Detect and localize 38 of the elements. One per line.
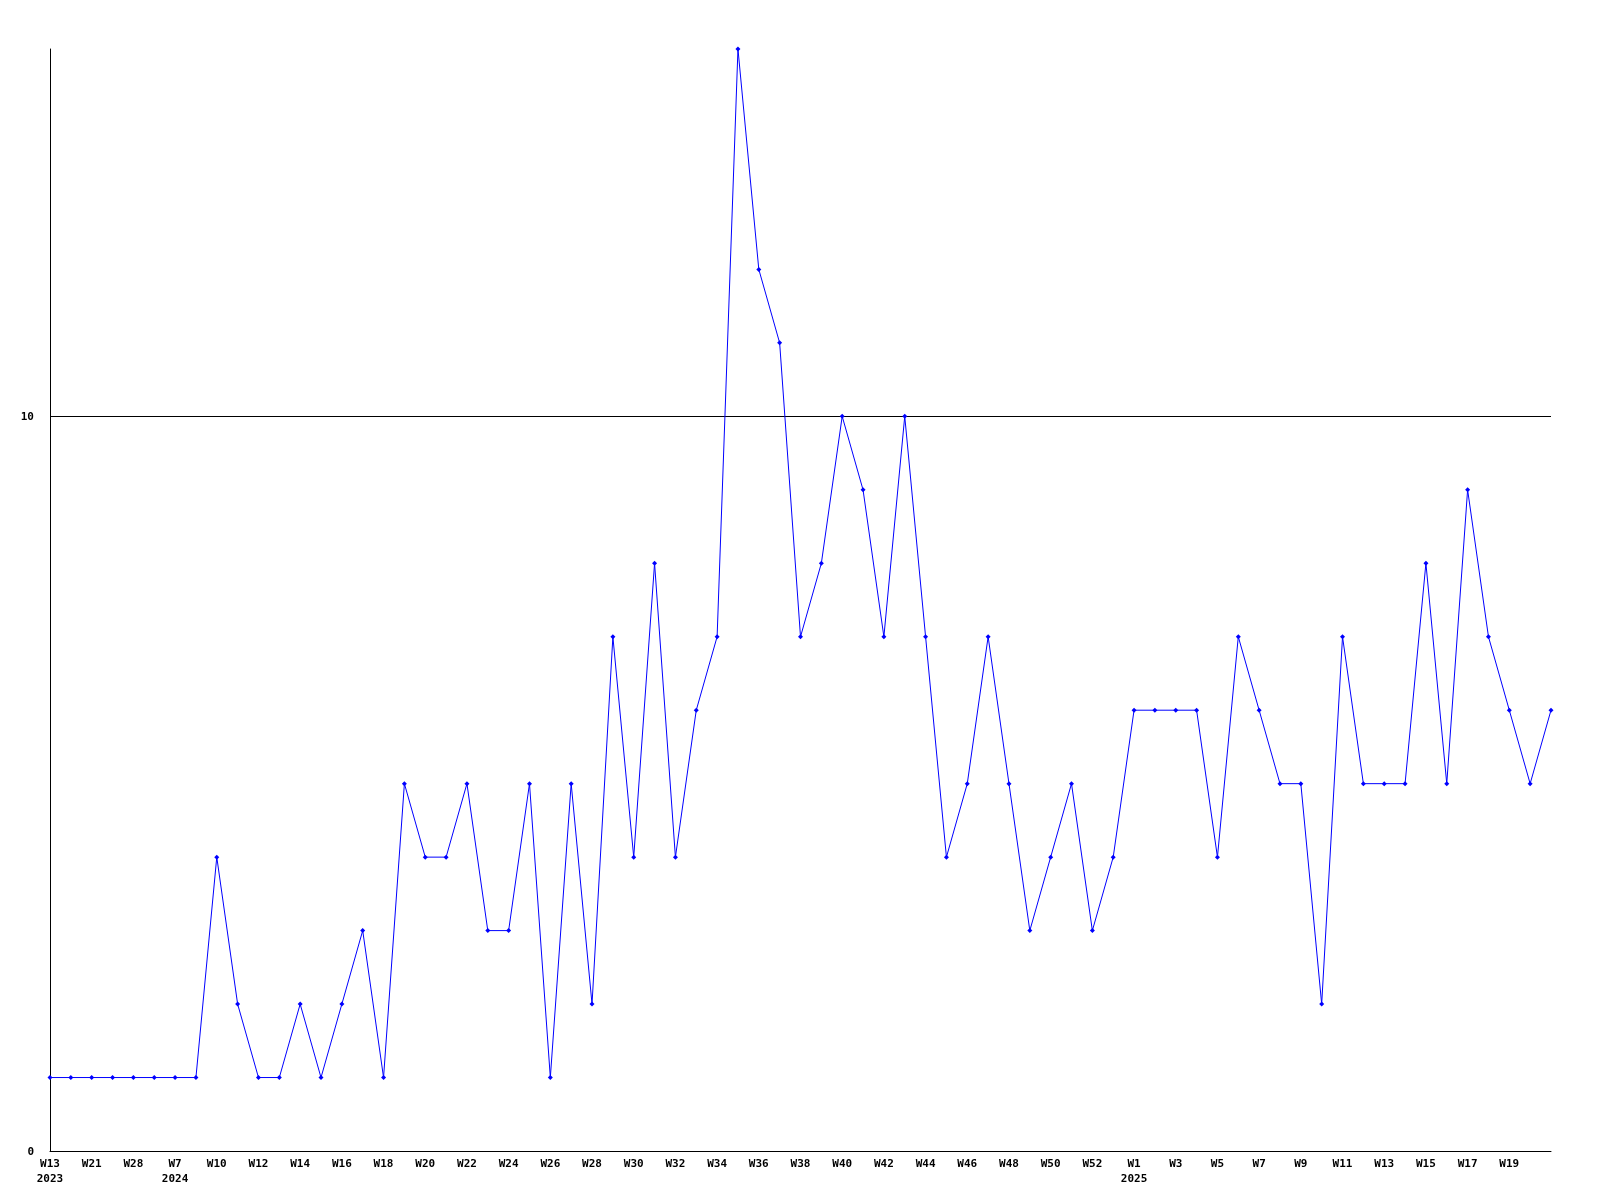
- x-tick-label: W46: [957, 1157, 978, 1170]
- x-tick-label: W13 2023: [36, 1157, 64, 1185]
- x-tick-label: W7: [1252, 1157, 1266, 1170]
- x-tick-label: W40: [832, 1157, 853, 1170]
- x-tick-label: W24: [498, 1157, 519, 1170]
- x-tick-label: W11: [1332, 1157, 1353, 1170]
- x-tick-label: W34: [707, 1157, 728, 1170]
- x-tick-label: W32: [665, 1157, 686, 1170]
- x-tick-label: W16: [331, 1157, 353, 1170]
- x-tick-label: W44: [915, 1157, 936, 1170]
- x-tick-label: W48: [999, 1157, 1019, 1170]
- x-tick-label: W12: [248, 1157, 269, 1170]
- x-tick-label: W52: [1082, 1157, 1103, 1170]
- x-tick-label: W14: [290, 1157, 311, 1170]
- x-tick-label: W18: [373, 1157, 394, 1170]
- x-tick-label: W22: [457, 1157, 477, 1170]
- x-tick-label: W20: [415, 1157, 436, 1170]
- x-tick-label: W10: [206, 1157, 227, 1170]
- y-tick-label: 10: [20, 409, 34, 423]
- x-tick-label: W13: [1374, 1157, 1395, 1170]
- x-tick-label: W1 2025: [1120, 1157, 1148, 1185]
- x-tick-label: W15: [1415, 1157, 1436, 1170]
- x-tick-label: W50: [1040, 1157, 1061, 1170]
- x-tick-label: W28: [582, 1157, 602, 1170]
- y-tick-label: 0: [27, 1144, 34, 1158]
- x-tick-label: W36: [748, 1157, 770, 1170]
- x-tick-label: W3: [1169, 1157, 1183, 1170]
- x-tick-label: W28: [123, 1157, 144, 1170]
- x-tick-label: W38: [790, 1157, 811, 1170]
- x-tick-label: W19: [1499, 1157, 1520, 1170]
- x-tick-label: W9: [1294, 1157, 1308, 1170]
- x-tick-label: W26: [540, 1157, 561, 1170]
- x-tick-label: W5: [1210, 1157, 1225, 1170]
- x-tick-label: W7 2024: [161, 1157, 189, 1185]
- x-tick-label: W42: [873, 1157, 894, 1170]
- x-tick-label: W21: [81, 1157, 102, 1170]
- x-tick-label: W17: [1457, 1157, 1478, 1170]
- x-tick-label: W30: [623, 1157, 644, 1170]
